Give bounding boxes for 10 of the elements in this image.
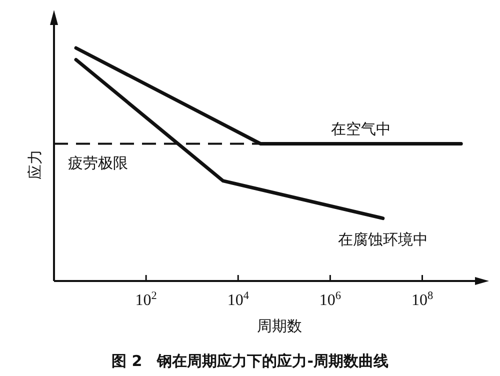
y-axis-title: 应力: [26, 150, 44, 180]
x-axis-title: 周期数: [257, 317, 302, 335]
ref-line-label: 疲劳极限: [68, 154, 128, 172]
x-tick-label: 10$^{6}$: [319, 290, 342, 309]
x-tick-label: 10$^{4}$: [227, 290, 250, 309]
series-label: 在空气中: [330, 120, 391, 138]
x-tick-label: 10$^{8}$: [411, 290, 434, 309]
x-tick-label: 10$^{2}$: [135, 290, 157, 309]
series-label: 在腐蚀环境中: [338, 230, 428, 248]
text: 图 2 钢在周期应力下的应力-周期数曲线: [112, 352, 388, 370]
